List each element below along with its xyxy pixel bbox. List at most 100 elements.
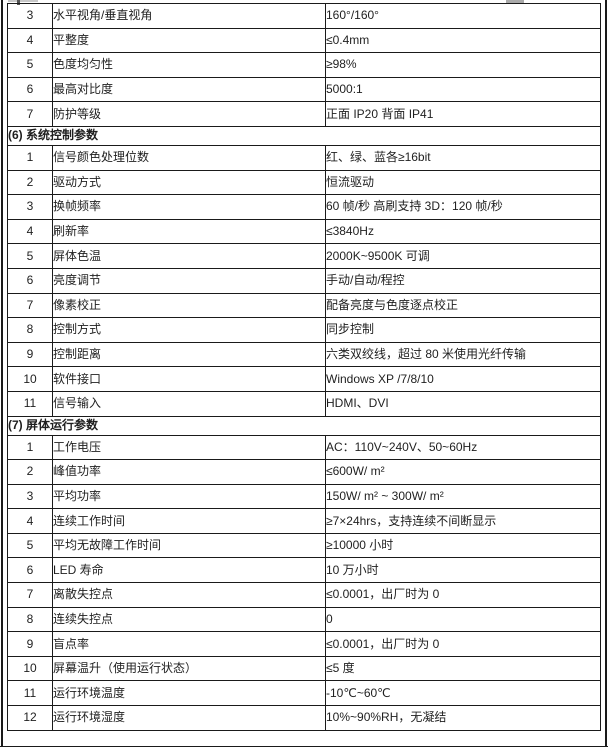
row-number-cell: 2: [7, 459, 53, 485]
row-number-cell: 5: [7, 52, 53, 78]
parameter-name-cell: 软件接口: [52, 366, 326, 392]
parameter-name-cell: 运行环境湿度: [52, 705, 326, 731]
table-row: 5 平均无故障工作时间 ≥10000 小时: [7, 532, 601, 559]
row-number-cell: 7: [7, 582, 53, 608]
parameter-value-cell: 2000K~9500K 可调: [325, 243, 601, 269]
top-left-crop-artifact-tick: [17, 0, 20, 5]
row-number-cell: 5: [7, 532, 53, 559]
table-row: 11 运行环境温度 -10℃~60℃: [7, 680, 601, 707]
parameter-name-cell: 信号输入: [52, 390, 326, 417]
parameter-value-cell: ≤3840Hz: [325, 218, 601, 245]
table-row: 10 屏幕温升（使用运行状态） ≤5 度: [7, 655, 601, 682]
parameter-value-cell: ≤600W/ m²: [325, 459, 601, 485]
table-row: 10 软件接口 Windows XP /7/8/10: [7, 366, 601, 392]
parameter-name-cell: LED 寿命: [52, 557, 326, 584]
row-number-cell: 8: [7, 317, 53, 343]
parameter-value-cell: ≤0.0001，出厂时为 0: [325, 582, 601, 608]
row-number-cell: 3: [7, 194, 53, 220]
table-row: 2 峰值功率 ≤600W/ m²: [7, 459, 601, 485]
row-number-cell: 5: [7, 243, 53, 269]
row-number-cell: 9: [7, 341, 53, 368]
table-row: 4 连续工作时间 ≥7×24hrs，支持连续不间断显示: [7, 508, 601, 534]
top-left-crop-artifact: [8, 0, 38, 2]
parameter-name-cell: 连续失控点: [52, 606, 326, 633]
parameter-name-cell: 像素校正: [52, 292, 326, 319]
parameter-value-cell: 红、绿、蓝各≥16bit: [325, 144, 601, 171]
table-row: 4 刷新率 ≤3840Hz: [7, 218, 601, 245]
parameter-name-cell: 驱动方式: [52, 169, 326, 196]
table-row: 1 信号颜色处理位数 红、绿、蓝各≥16bit: [7, 144, 601, 171]
table-row: 9 控制距离 六类双绞线，超过 80 米使用光纤传输: [7, 341, 601, 368]
top-right-crop-artifact: [506, 0, 524, 3]
row-number-cell: 1: [7, 434, 53, 461]
row-number-cell: 11: [7, 390, 53, 417]
table-row: 6 LED 寿命 10 万小时: [7, 557, 601, 584]
parameter-name-cell: 离散失控点: [52, 582, 326, 608]
parameter-value-cell: 六类双绞线，超过 80 米使用光纤传输: [325, 341, 601, 368]
row-number-cell: 9: [7, 631, 53, 657]
parameter-value-cell: 配备亮度与色度逐点校正: [325, 292, 601, 319]
parameter-name-cell: 盲点率: [52, 631, 326, 657]
parameter-value-cell: 10 万小时: [325, 557, 601, 584]
table-row: 11 信号输入 HDMI、DVI: [7, 390, 601, 417]
parameter-value-cell: -10℃~60℃: [325, 680, 601, 707]
parameter-value-cell: 10%~90%RH，无凝结: [325, 705, 601, 731]
row-number-cell: 10: [7, 655, 53, 682]
parameter-name-cell: 屏幕温升（使用运行状态）: [52, 655, 326, 682]
row-number-cell: 7: [7, 292, 53, 319]
table-row: 5 屏体色温 2000K~9500K 可调: [7, 243, 601, 269]
parameter-name-cell: 工作电压: [52, 434, 326, 461]
table-row: 12 运行环境湿度 10%~90%RH，无凝结: [7, 705, 601, 731]
table-row: 7 像素校正 配备亮度与色度逐点校正: [7, 292, 601, 319]
row-number-cell: 8: [7, 606, 53, 633]
section-header-cell: (6) 系统控制参数: [7, 125, 601, 146]
parameter-name-cell: 平均无故障工作时间: [52, 532, 326, 559]
spec-table-body: 3 水平视角/垂直视角 160°/160° 4 平整度 ≤0.4mm 5 色度均…: [7, 3, 601, 731]
parameter-value-cell: ≤0.0001，出厂时为 0: [325, 631, 601, 657]
parameter-value-cell: ≤0.4mm: [325, 27, 601, 54]
parameter-name-cell: 屏体色温: [52, 243, 326, 269]
parameter-name-cell: 平整度: [52, 27, 326, 54]
parameter-value-cell: ≤5 度: [325, 655, 601, 682]
parameter-name-cell: 平均功率: [52, 483, 326, 510]
table-row: 1 工作电压 AC：110V~240V、50~60Hz: [7, 434, 601, 461]
table-row: 6 最高对比度 5000:1: [7, 76, 601, 103]
row-number-cell: 3: [7, 3, 53, 29]
table-row: 3 平均功率 150W/ m² ~ 300W/ m²: [7, 483, 601, 510]
parameter-value-cell: 恒流驱动: [325, 169, 601, 196]
table-row: 7 离散失控点 ≤0.0001，出厂时为 0: [7, 582, 601, 608]
row-number-cell: 11: [7, 680, 53, 707]
parameter-name-cell: 连续工作时间: [52, 508, 326, 534]
parameter-name-cell: 亮度调节: [52, 267, 326, 294]
parameter-name-cell: 最高对比度: [52, 76, 326, 103]
section-header-cell: (7) 屏体运行参数: [7, 415, 601, 436]
parameter-name-cell: 信号颜色处理位数: [52, 144, 326, 171]
row-number-cell: 12: [7, 705, 53, 731]
parameter-name-cell: 控制方式: [52, 317, 326, 343]
parameter-value-cell: 60 帧/秒 高刷支持 3D：120 帧/秒: [325, 194, 601, 220]
table-row: 4 平整度 ≤0.4mm: [7, 27, 601, 54]
parameter-value-cell: 正面 IP20 背面 IP41: [325, 101, 601, 127]
spec-table: 3 水平视角/垂直视角 160°/160° 4 平整度 ≤0.4mm 5 色度均…: [7, 3, 601, 731]
row-number-cell: 2: [7, 169, 53, 196]
parameter-name-cell: 刷新率: [52, 218, 326, 245]
parameter-value-cell: ≥7×24hrs，支持连续不间断显示: [325, 508, 601, 534]
parameter-name-cell: 水平视角/垂直视角: [52, 3, 326, 29]
parameter-value-cell: ≥10000 小时: [325, 532, 601, 559]
row-number-cell: 7: [7, 101, 53, 127]
section-header-row: (7) 屏体运行参数: [7, 415, 601, 436]
parameter-value-cell: 0: [325, 606, 601, 633]
parameter-value-cell: Windows XP /7/8/10: [325, 366, 601, 392]
parameter-name-cell: 换帧频率: [52, 194, 326, 220]
table-row: 2 驱动方式 恒流驱动: [7, 169, 601, 196]
table-row: 3 换帧频率 60 帧/秒 高刷支持 3D：120 帧/秒: [7, 194, 601, 220]
table-row: 5 色度均匀性 ≥98%: [7, 52, 601, 78]
table-row: 7 防护等级 正面 IP20 背面 IP41: [7, 101, 601, 127]
parameter-value-cell: 同步控制: [325, 317, 601, 343]
table-row: 9 盲点率 ≤0.0001，出厂时为 0: [7, 631, 601, 657]
table-row: 3 水平视角/垂直视角 160°/160°: [7, 3, 601, 29]
table-row: 8 连续失控点 0: [7, 606, 601, 633]
parameter-name-cell: 峰值功率: [52, 459, 326, 485]
parameter-value-cell: 160°/160°: [325, 3, 601, 29]
